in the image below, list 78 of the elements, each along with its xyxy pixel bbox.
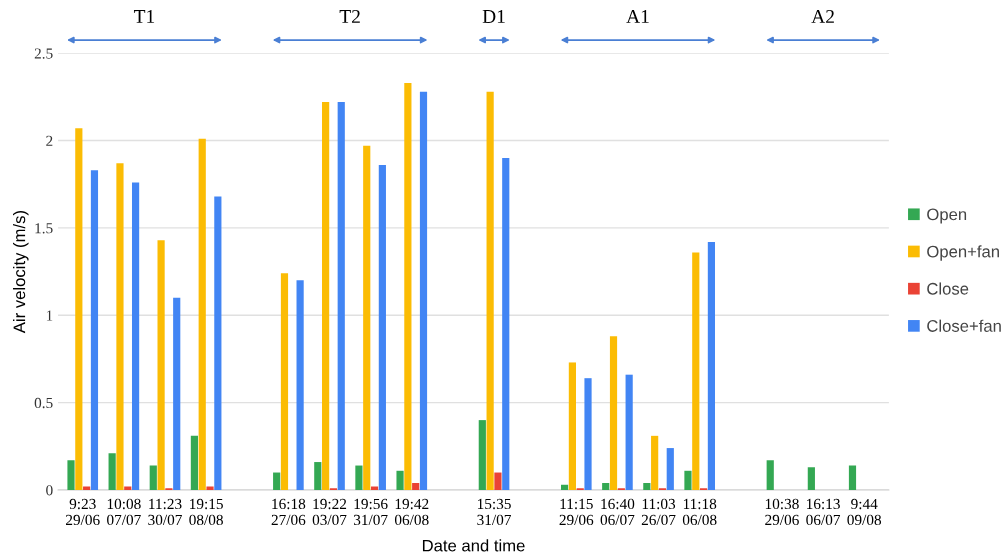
y-tick-label: 2.5 — [34, 48, 53, 59]
bar — [280, 273, 289, 490]
bar — [848, 465, 857, 490]
y-tick-label: 0.5 — [34, 397, 53, 409]
bar — [666, 448, 674, 490]
x-tick-label: 10:38 29/06 — [765, 498, 799, 526]
bar — [643, 483, 651, 490]
bar — [314, 462, 322, 490]
bar — [75, 128, 83, 490]
bar — [108, 453, 116, 490]
bar — [766, 460, 774, 490]
bar — [296, 280, 304, 490]
text: A1 — [626, 10, 649, 23]
bar — [131, 182, 140, 490]
x-tick-label: 11:15 29/06 — [559, 498, 594, 526]
bar — [378, 165, 386, 490]
x-tick-label: 11:18 06/08 — [682, 498, 717, 526]
bar — [560, 484, 569, 490]
legend-label: Open+fan — [927, 245, 999, 261]
x-tick-label: 9:23 29/06 — [66, 498, 100, 526]
bar — [684, 470, 692, 490]
x-tick-label: 11:03 26/07 — [641, 498, 676, 526]
bar — [609, 336, 618, 490]
y-tick-label: 0 — [46, 485, 53, 496]
x-axis-title: Date and time — [422, 539, 525, 552]
x-tick-label: 9:44 09/08 — [847, 498, 882, 526]
bar — [363, 145, 371, 490]
y-axis-title: Air velocity (m/s) — [13, 211, 29, 334]
bar — [206, 486, 214, 490]
legend-label: Close — [927, 282, 969, 295]
y-tick-label: 1 — [46, 310, 53, 321]
x-tick-label: 19:15 08/08 — [189, 498, 223, 526]
bar — [412, 483, 420, 490]
bar — [322, 102, 330, 490]
bar — [190, 435, 198, 490]
legend-label: Close+fan — [927, 319, 1001, 332]
bar — [173, 297, 181, 490]
x-tick-label: 10:08 07/07 — [107, 498, 141, 526]
bar — [67, 460, 75, 490]
bar — [568, 362, 576, 490]
bar — [355, 465, 363, 490]
x-tick-label: 19:42 06/08 — [394, 498, 429, 526]
x-tick-label: 19:22 03/07 — [312, 498, 347, 526]
y-tick-label: 2 — [46, 135, 53, 146]
bar — [157, 240, 165, 490]
text: T1 — [133, 10, 155, 23]
bar — [478, 420, 486, 490]
bar — [396, 470, 404, 490]
bar — [90, 170, 99, 490]
bar — [419, 91, 428, 490]
text: D1 — [482, 10, 505, 23]
x-tick-label: 11:23 30/07 — [148, 498, 182, 526]
y-tick-label: 1.5 — [35, 223, 53, 234]
text: T2 — [339, 9, 360, 23]
bar — [707, 241, 716, 490]
bar — [602, 483, 610, 490]
text: A2 — [811, 9, 834, 23]
bar — [198, 138, 206, 490]
bar — [273, 472, 281, 490]
bar — [404, 82, 412, 490]
x-tick-label: 16:18 27/06 — [271, 498, 306, 526]
bar — [116, 163, 124, 490]
x-tick-label: 19:56 31/07 — [353, 498, 388, 526]
bar — [625, 374, 633, 490]
bar — [486, 91, 494, 490]
x-tick-label: 15:35 31/07 — [477, 498, 511, 526]
bar — [807, 467, 815, 490]
bar — [494, 472, 502, 490]
x-tick-label: 16:13 06/07 — [806, 498, 841, 526]
legend-label: Open — [927, 208, 967, 224]
bar — [214, 196, 222, 490]
bar — [692, 252, 700, 490]
bar — [651, 435, 659, 490]
bar — [584, 378, 592, 490]
x-tick-label: 16:40 06/07 — [600, 498, 635, 526]
bar — [149, 465, 157, 490]
bar — [337, 102, 345, 490]
bar — [502, 158, 510, 490]
